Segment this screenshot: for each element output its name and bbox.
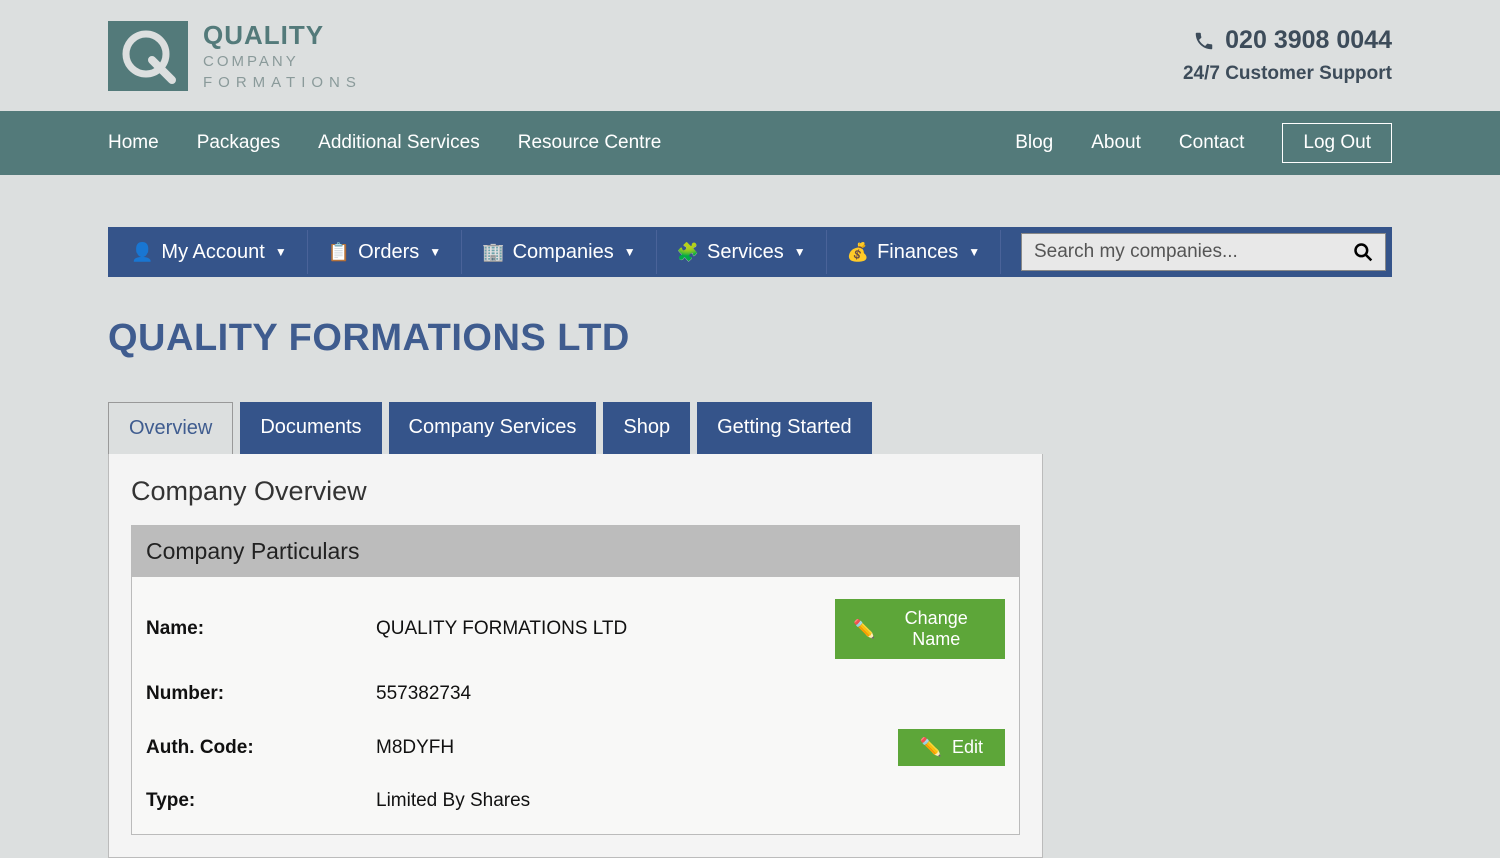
chevron-down-icon: ▼ (624, 245, 636, 259)
label-name: Name: (146, 618, 376, 640)
nav-blog[interactable]: Blog (1015, 132, 1053, 154)
page-title: QUALITY FORMATIONS LTD (108, 317, 1392, 360)
chevron-down-icon: ▼ (429, 245, 441, 259)
header: QUALITY COMPANY FORMATIONS 020 3908 0044… (108, 0, 1392, 111)
pencil-icon: ✏️ (920, 737, 942, 758)
support-block: 020 3908 0044 24/7 Customer Support (1183, 26, 1392, 85)
panel-title: Company Overview (131, 476, 1020, 507)
pencil-icon: ✏️ (853, 619, 875, 640)
person-icon: 👤 (131, 242, 153, 263)
logo-q-icon (118, 26, 178, 86)
main-nav: Home Packages Additional Services Resour… (0, 111, 1500, 175)
tab-company-services[interactable]: Company Services (389, 402, 597, 454)
phone-icon (1193, 30, 1215, 52)
chevron-down-icon: ▼ (275, 245, 287, 259)
tabs: Overview Documents Company Services Shop… (108, 402, 1392, 454)
search-wrap (1021, 233, 1386, 271)
value-type: Limited By Shares (376, 790, 835, 812)
label-auth: Auth. Code: (146, 737, 376, 759)
value-name: QUALITY FORMATIONS LTD (376, 618, 835, 640)
value-auth: M8DYFH (376, 737, 835, 759)
label-type: Type: (146, 790, 376, 812)
brand-line2: COMPANY (203, 53, 362, 70)
clipboard-icon: 📋 (328, 242, 350, 263)
particulars-box: Company Particulars Name: QUALITY FORMAT… (131, 525, 1020, 835)
subnav-label: My Account (161, 241, 264, 264)
button-label: Change Name (885, 608, 987, 650)
search-input[interactable] (1034, 234, 1353, 270)
subnav-services[interactable]: 🧩 Services ▼ (657, 230, 827, 274)
puzzle-icon: 🧩 (677, 242, 699, 263)
nav-additional-services[interactable]: Additional Services (318, 132, 480, 154)
subnav-companies[interactable]: 🏢 Companies ▼ (462, 230, 656, 274)
change-name-button[interactable]: ✏️ Change Name (835, 599, 1005, 659)
phone-line[interactable]: 020 3908 0044 (1183, 26, 1392, 55)
tab-documents[interactable]: Documents (240, 402, 381, 454)
row-auth-code: Auth. Code: M8DYFH ✏️ Edit (132, 717, 1019, 778)
building-icon: 🏢 (482, 242, 504, 263)
subnav-label: Orders (358, 241, 419, 264)
brand-line3: FORMATIONS (203, 74, 362, 91)
subnav-my-account[interactable]: 👤 My Account ▼ (111, 230, 308, 274)
subnav-label: Finances (877, 241, 958, 264)
edit-auth-button[interactable]: ✏️ Edit (898, 729, 1005, 766)
particulars-header: Company Particulars (132, 526, 1019, 577)
overview-panel: Company Overview Company Particulars Nam… (108, 454, 1043, 858)
subnav-label: Services (707, 241, 784, 264)
coins-icon: 💰 (847, 242, 869, 263)
nav-packages[interactable]: Packages (197, 132, 280, 154)
logo[interactable]: QUALITY COMPANY FORMATIONS (108, 20, 362, 91)
subnav-finances[interactable]: 💰 Finances ▼ (827, 230, 1001, 274)
button-label: Edit (952, 737, 983, 758)
value-number: 557382734 (376, 683, 835, 705)
support-tagline: 24/7 Customer Support (1183, 63, 1392, 85)
subnav-orders[interactable]: 📋 Orders ▼ (308, 230, 462, 274)
nav-contact[interactable]: Contact (1179, 132, 1244, 154)
nav-about[interactable]: About (1091, 132, 1141, 154)
phone-number: 020 3908 0044 (1225, 26, 1392, 55)
search-icon[interactable] (1353, 242, 1373, 262)
account-nav: 👤 My Account ▼ 📋 Orders ▼ 🏢 Companies ▼ … (108, 227, 1392, 277)
row-name: Name: QUALITY FORMATIONS LTD ✏️ Change N… (132, 587, 1019, 671)
label-number: Number: (146, 683, 376, 705)
subnav-label: Companies (513, 241, 614, 264)
logout-button[interactable]: Log Out (1282, 123, 1392, 163)
logo-mark (108, 21, 188, 91)
row-number: Number: 557382734 (132, 671, 1019, 717)
chevron-down-icon: ▼ (968, 245, 980, 259)
row-type: Type: Limited By Shares (132, 778, 1019, 824)
nav-home[interactable]: Home (108, 132, 159, 154)
brand-line1: QUALITY (203, 20, 362, 51)
tab-overview[interactable]: Overview (108, 402, 233, 454)
nav-resource-centre[interactable]: Resource Centre (518, 132, 662, 154)
tab-getting-started[interactable]: Getting Started (697, 402, 872, 454)
chevron-down-icon: ▼ (794, 245, 806, 259)
tab-shop[interactable]: Shop (603, 402, 690, 454)
logo-text: QUALITY COMPANY FORMATIONS (203, 20, 362, 91)
